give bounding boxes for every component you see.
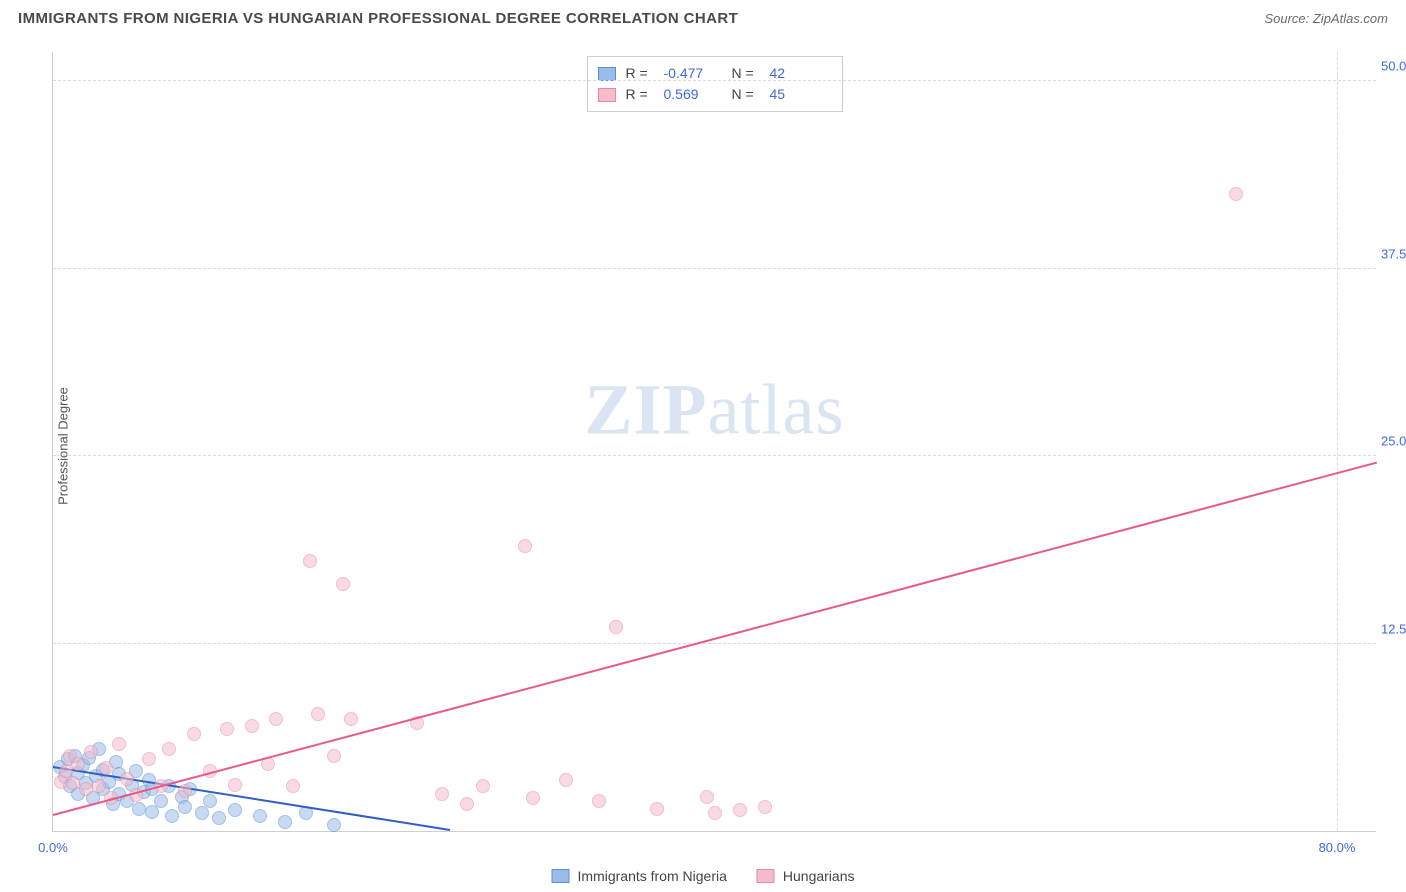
data-point [460, 797, 474, 811]
legend-item-hungarians: Hungarians [757, 868, 855, 884]
r-value-hungarians: 0.569 [664, 84, 722, 105]
legend-label-nigeria: Immigrants from Nigeria [578, 868, 727, 884]
trend-line [53, 462, 1378, 816]
swatch-hungarians [598, 88, 616, 102]
data-point [245, 719, 259, 733]
watermark: ZIPatlas [585, 369, 845, 452]
data-point [71, 757, 85, 771]
data-point [66, 776, 80, 790]
y-tick-label: 25.0% [1381, 434, 1406, 449]
stats-row-hungarians: R = 0.569 N = 45 [598, 84, 828, 105]
data-point [278, 815, 292, 829]
data-point [178, 784, 192, 798]
data-point [212, 811, 226, 825]
n-value-hungarians: 45 [770, 84, 828, 105]
data-point [162, 742, 176, 756]
data-point [609, 620, 623, 634]
data-point [303, 554, 317, 568]
legend-item-nigeria: Immigrants from Nigeria [552, 868, 727, 884]
r-label: R = [626, 84, 654, 105]
legend-label-hungarians: Hungarians [783, 868, 855, 884]
data-point [708, 806, 722, 820]
data-point [120, 772, 134, 786]
data-point [165, 809, 179, 823]
chart-header: IMMIGRANTS FROM NIGERIA VS HUNGARIAN PRO… [0, 0, 1406, 33]
data-point [336, 577, 350, 591]
y-tick-label: 50.0% [1381, 59, 1406, 74]
data-point [700, 790, 714, 804]
y-tick-label: 37.5% [1381, 246, 1406, 261]
data-point [327, 818, 341, 832]
x-tick-min: 0.0% [38, 840, 68, 855]
source-name: ZipAtlas.com [1313, 11, 1388, 26]
data-point [269, 712, 283, 726]
data-point [142, 752, 156, 766]
source-attribution: Source: ZipAtlas.com [1264, 11, 1388, 26]
data-point [228, 778, 242, 792]
data-point [1229, 187, 1243, 201]
bottom-legend: Immigrants from Nigeria Hungarians [552, 868, 855, 884]
data-point [286, 779, 300, 793]
data-point [99, 761, 113, 775]
data-point [518, 539, 532, 553]
n-label: N = [732, 84, 760, 105]
plot-region: ZIPatlas R = -0.477 N = 42 R = 0.569 N =… [52, 52, 1376, 832]
swatch-nigeria [598, 67, 616, 81]
data-point [195, 806, 209, 820]
data-point [132, 802, 146, 816]
data-point [228, 803, 242, 817]
data-point [344, 712, 358, 726]
data-point [650, 802, 664, 816]
data-point [84, 745, 98, 759]
stats-legend: R = -0.477 N = 42 R = 0.569 N = 45 [587, 56, 843, 112]
data-point [79, 782, 93, 796]
data-point [154, 794, 168, 808]
data-point [203, 794, 217, 808]
source-prefix: Source: [1264, 11, 1312, 26]
data-point [559, 773, 573, 787]
data-point [253, 809, 267, 823]
data-point [112, 737, 126, 751]
swatch-hungarians [757, 869, 775, 883]
data-point [733, 803, 747, 817]
data-point [178, 800, 192, 814]
data-point [476, 779, 490, 793]
data-point [92, 779, 106, 793]
data-point [187, 727, 201, 741]
data-point [526, 791, 540, 805]
data-point [592, 794, 606, 808]
data-point [311, 707, 325, 721]
swatch-nigeria [552, 869, 570, 883]
data-point [220, 722, 234, 736]
data-point [327, 749, 341, 763]
chart-area: Professional Degree ZIPatlas R = -0.477 … [0, 40, 1406, 852]
data-point [758, 800, 772, 814]
data-point [435, 787, 449, 801]
chart-title: IMMIGRANTS FROM NIGERIA VS HUNGARIAN PRO… [18, 10, 738, 27]
x-tick-max: 80.0% [1319, 840, 1356, 855]
y-tick-label: 12.5% [1381, 621, 1406, 636]
